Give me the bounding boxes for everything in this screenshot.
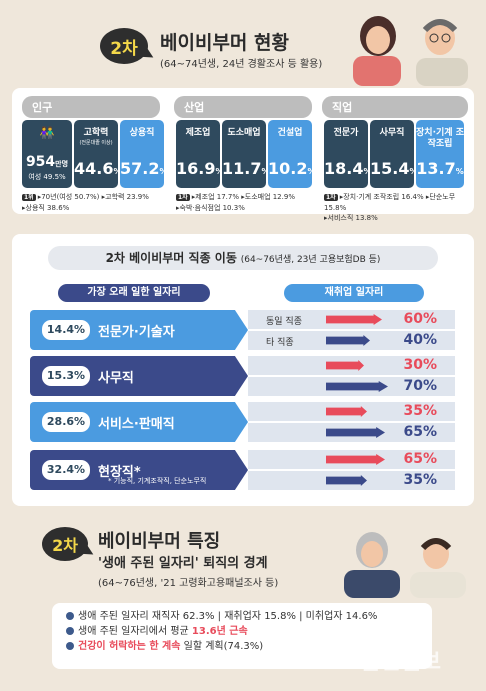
other-value: 70% xyxy=(403,378,437,394)
industry-tile-construction: 건설업 10.2% xyxy=(268,120,316,188)
other-arrow xyxy=(326,427,385,438)
other-arrow xyxy=(326,335,370,346)
feature-bullet-2: 생애 주된 일자리에서 평균 13.6년 근속 xyxy=(66,624,418,639)
job-row: 15.3% 사무직 xyxy=(30,356,248,396)
same-value: 30% xyxy=(403,357,437,373)
other-job-row: 70% xyxy=(248,377,455,396)
job-name: 서비스·판매직 xyxy=(98,417,175,432)
population-unit: 만명 xyxy=(55,160,69,168)
job-footnote: * 기능직, 기계조작직, 단순노무직 xyxy=(108,477,207,485)
industry-tile-manufacturing: 제조업 16.9% xyxy=(176,120,224,188)
occupation-tile-machine: 장치·기계 조작조립 13.7% xyxy=(416,120,464,188)
education-tile: 고학력 (전문대졸 이상) 44.6% xyxy=(74,120,122,188)
same-value: 65% xyxy=(403,451,437,467)
same-arrow xyxy=(326,406,367,417)
job-share: 32.4% xyxy=(42,460,90,480)
same-value: 35% xyxy=(403,403,437,419)
watermark: 한민일보 xyxy=(360,650,441,675)
regular-job-value: 57.2 xyxy=(120,159,160,178)
header-badge: 2차 xyxy=(100,28,148,64)
right-column-header: 재취업 일자리 xyxy=(284,284,424,302)
couple-illustration xyxy=(348,6,476,86)
industry-notes: 1차 ▸제조업 17.7% ▸도소매업 12.9% ▸숙박·음식점업 10.3% xyxy=(176,193,295,212)
features-source: (64~76년생, '21 고령화고용패널조사 등) xyxy=(98,578,279,589)
bullet-icon xyxy=(66,627,74,635)
row-label: 동일 직종 xyxy=(266,317,302,327)
population-label: 인구 xyxy=(22,96,160,118)
regular-job-unit: % xyxy=(159,167,168,176)
bullet-icon xyxy=(66,612,74,620)
job-share: 28.6% xyxy=(42,412,90,432)
mobility-title: 2차 베이비부머 직종 이동 xyxy=(105,251,237,265)
same-arrow xyxy=(326,360,364,371)
industry-label: 산업 xyxy=(174,96,312,118)
education-unit: % xyxy=(113,167,122,176)
job-name: 전문가·기술자 xyxy=(98,325,175,340)
regular-job-tile: 상용직 57.2% xyxy=(120,120,168,188)
elderly-illustration xyxy=(340,524,470,598)
education-sublabel: (전문대졸 이상) xyxy=(79,140,113,146)
job-name: 사무직 xyxy=(98,371,134,386)
features-card: 생애 주된 일자리 재직자 62.3% | 재취업자 15.8% | 미취업자 … xyxy=(52,603,432,669)
job-row: 32.4% 현장직* * 기능직, 기계조작직, 단순노무직 xyxy=(30,450,248,490)
features-subtitle: '생애 주된 일자리' 퇴직의 경계 xyxy=(98,556,268,571)
regular-job-label: 상용직 xyxy=(129,128,155,138)
people-icon: 👫 xyxy=(39,126,55,140)
occupation-notes: 1차 ▸장치·기계 조작조립 16.4% ▸단순노무 15.8% ▸서비스직 13.… xyxy=(324,193,456,222)
population-notes: 1위 ▸70년(여성 50.7%) ▸고학력 23.9% ▸상용직 38.6% xyxy=(22,193,149,212)
population-count: 954 xyxy=(25,154,56,170)
job-row: 28.6% 서비스·판매직 xyxy=(30,402,248,442)
feature-bullet-3: 건강이 허락하는 한 계속 일할 계획(74.3%) xyxy=(66,639,418,654)
occupation-tile-professional: 전문가 18.4% xyxy=(324,120,372,188)
other-job-row: 35% xyxy=(248,471,455,490)
mobility-subtitle: (64~76년생, 23년 고용보험DB 등) xyxy=(240,255,381,265)
same-job-row: 35% xyxy=(248,402,455,421)
same-job-row: 65% xyxy=(248,450,455,469)
same-job-row: 동일 직종 60% xyxy=(248,310,455,329)
feature-bullet-1: 생애 주된 일자리 재직자 62.3% | 재취업자 15.8% | 미취업자 … xyxy=(66,609,418,624)
education-label: 고학력 xyxy=(83,128,109,138)
job-row: 14.4% 전문가·기술자 xyxy=(30,310,248,350)
features-title: 베이비부머 특징 xyxy=(98,531,221,552)
job-share: 14.4% xyxy=(42,320,90,340)
other-value: 35% xyxy=(403,472,437,488)
bullet-icon xyxy=(66,642,74,650)
left-column-header: 가장 오래 일한 일자리 xyxy=(58,284,210,302)
population-count-tile: 👫 954만명 여성 49.5% xyxy=(22,120,72,188)
features-badge: 2차 xyxy=(42,527,88,561)
other-job-row: 타 직종 40% xyxy=(248,331,455,350)
job-name: 현장직* xyxy=(98,465,141,480)
other-value: 40% xyxy=(403,332,437,348)
other-job-row: 65% xyxy=(248,423,455,442)
same-job-row: 30% xyxy=(248,356,455,375)
occupation-label: 직업 xyxy=(322,96,468,118)
occupation-tile-office: 사무직 15.4% xyxy=(370,120,418,188)
same-value: 60% xyxy=(403,311,437,327)
same-arrow xyxy=(326,454,385,465)
same-arrow xyxy=(326,314,382,325)
education-value: 44.6 xyxy=(74,159,114,178)
other-arrow xyxy=(326,381,388,392)
other-value: 65% xyxy=(403,424,437,440)
job-share: 15.3% xyxy=(42,366,90,386)
row-label: 타 직종 xyxy=(266,338,294,348)
female-note: 여성 49.5% xyxy=(28,173,66,181)
other-arrow xyxy=(326,475,367,486)
header-subtitle: (64~74년생, 24년 경활조사 등 활용) xyxy=(160,59,323,70)
header-title: 베이비부머 현황 xyxy=(160,32,289,54)
mobility-header: 2차 베이비부머 직종 이동 (64~76년생, 23년 고용보험DB 등) xyxy=(48,246,438,270)
industry-tile-retail: 도소매업 11.7% xyxy=(222,120,270,188)
